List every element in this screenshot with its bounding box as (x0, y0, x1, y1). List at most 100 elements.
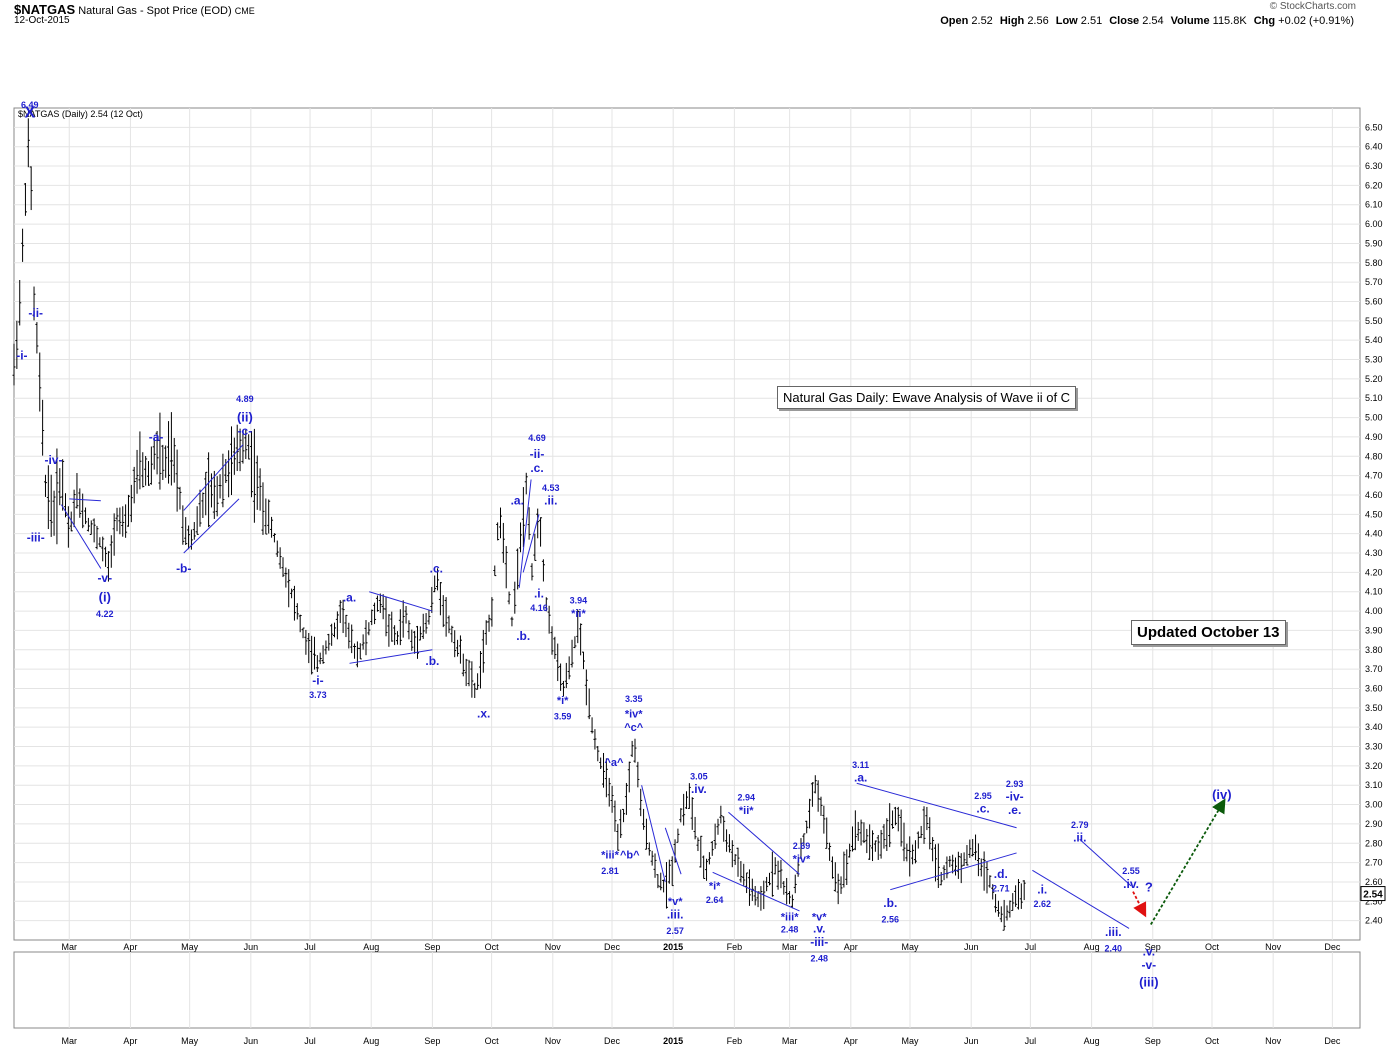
x-tick-label: Dec (1324, 942, 1341, 952)
x-tick-label-bottom: Nov (545, 1036, 562, 1046)
trend-line (60, 504, 102, 569)
wave-label: 2.69 (793, 841, 811, 851)
x-tick-label-bottom: Jul (1025, 1036, 1037, 1046)
quote-bar: Open 2.52 High 2.56 Low 2.51 Close 2.54 Volu… (940, 15, 1354, 27)
y-tick-label: 3.60 (1365, 683, 1383, 693)
x-tick-label-bottom: Mar (62, 1036, 78, 1046)
wave-label: *v* (668, 896, 683, 908)
wave-label: 2.48 (810, 953, 828, 963)
x-tick-label: Jun (964, 942, 979, 952)
y-tick-label: 2.60 (1365, 877, 1383, 887)
exchange: CME (234, 6, 255, 16)
last-price-label: 2.54 (1363, 890, 1383, 901)
y-tick-label: 5.30 (1365, 355, 1383, 365)
projection-arrow-down (1132, 891, 1147, 918)
x-tick-label: Oct (1205, 942, 1220, 952)
x-tick-label: Dec (604, 942, 621, 952)
y-tick-label: 4.00 (1365, 606, 1383, 616)
wave-label: .ii. (544, 494, 557, 508)
x-tick-label: May (902, 942, 920, 952)
wave-label: 3.11 (852, 760, 869, 770)
ohlc-bars (12, 118, 1026, 931)
y-tick-label: 3.30 (1365, 742, 1383, 752)
wave-label: 2.48 (781, 924, 799, 934)
wave-label: .b. (883, 896, 897, 910)
wave-label: -iv- (44, 453, 62, 467)
x-tick-label-bottom: May (181, 1036, 199, 1046)
quote-close: Close 2.54 (1109, 15, 1164, 27)
x-tick-label-bottom: Aug (363, 1036, 379, 1046)
wave-label: .iii. (1105, 925, 1122, 939)
wave-label: -ii- (530, 447, 545, 461)
wave-label: -iii- (810, 935, 828, 949)
x-tick-label-bottom: Oct (1205, 1036, 1220, 1046)
trend-line (728, 811, 800, 875)
wave-label: 2.81 (601, 866, 619, 876)
x-tick-label-bottom: Feb (727, 1036, 743, 1046)
plot-area (13, 107, 1361, 941)
y-tick-label: 5.80 (1365, 258, 1383, 268)
chart-annotation-updated: Updated October 13 (1131, 620, 1286, 645)
chart-date: 12-Oct-2015 (14, 15, 70, 26)
wave-label: 4.69 (528, 433, 546, 443)
trend-line (664, 827, 682, 875)
wave-label: *v* (812, 912, 827, 924)
x-tick-label-bottom: Jul (304, 1036, 316, 1046)
volume-panel (13, 951, 1361, 1029)
wave-label: 4.89 (236, 394, 254, 404)
y-tick-label: 3.10 (1365, 780, 1383, 790)
y-tick-label: 5.50 (1365, 316, 1383, 326)
y-tick-label: 5.60 (1365, 296, 1383, 306)
y-tick-label: 5.90 (1365, 238, 1383, 248)
x-tick-label-bottom: 2015 (663, 1036, 683, 1046)
x-tick-label-bottom: Jun (964, 1036, 979, 1046)
last-price-tag (1360, 886, 1386, 902)
wave-label: .b. (425, 654, 439, 668)
y-tick-label: 4.10 (1365, 587, 1383, 597)
trend-line (183, 498, 240, 554)
wave-label: .iii. (667, 908, 684, 922)
quote-high: High 2.56 (999, 15, 1049, 27)
wave-label: .c. (976, 801, 989, 815)
trend-line (856, 782, 1017, 829)
wave-label: *iii* (781, 912, 799, 924)
y-tick-label: 6.30 (1365, 161, 1383, 171)
wave-label: (i) (99, 589, 111, 604)
wave-label: *ii* (571, 608, 586, 620)
x-tick-label-bottom: Jun (244, 1036, 259, 1046)
wave-label: .b. (516, 629, 530, 643)
wave-label: .v. (1143, 944, 1155, 958)
wave-label: 3.05 (690, 771, 708, 781)
y-tick-label: 6.00 (1365, 219, 1383, 229)
y-tick-label: 4.90 (1365, 432, 1383, 442)
x-tick-label-bottom: May (902, 1036, 920, 1046)
y-tick-label: 5.10 (1365, 393, 1383, 403)
wave-label: -iii- (27, 530, 45, 544)
y-tick-label: 3.40 (1365, 722, 1383, 732)
y-tick-label: 3.50 (1365, 703, 1383, 713)
x-tick-label: Mar (782, 942, 798, 952)
wave-label: -c- (238, 424, 253, 438)
wave-label: *i* (557, 695, 569, 707)
wave-label: (iii) (1139, 974, 1159, 989)
trend-line (890, 852, 1017, 891)
wave-label: (iv) (1212, 787, 1232, 802)
wave-label: 3.35 (625, 694, 643, 704)
wave-label: -a- (149, 430, 164, 444)
y-tick-label: 6.20 (1365, 180, 1383, 190)
wave-label: 2.79 (1071, 820, 1089, 830)
wave-label: -ii- (28, 306, 43, 320)
wave-label: -v- (97, 571, 112, 585)
wave-label: .c. (530, 461, 543, 475)
y-tick-label: 4.20 (1365, 567, 1383, 577)
x-tick-label-bottom: Sep (424, 1036, 440, 1046)
y-tick-label: 6.10 (1365, 200, 1383, 210)
y-tick-label: 3.80 (1365, 645, 1383, 655)
x-tick-label-bottom: Nov (1265, 1036, 1282, 1046)
quote-low: Low 2.51 (1055, 15, 1103, 27)
x-tick-label: Jul (1025, 942, 1037, 952)
wave-label: *iv* (793, 854, 811, 866)
y-tick-label: 6.40 (1365, 142, 1383, 152)
chart-annotation-title: Natural Gas Daily: Ewave Analysis of Wav… (777, 386, 1077, 409)
wave-label: .c. (430, 561, 443, 575)
